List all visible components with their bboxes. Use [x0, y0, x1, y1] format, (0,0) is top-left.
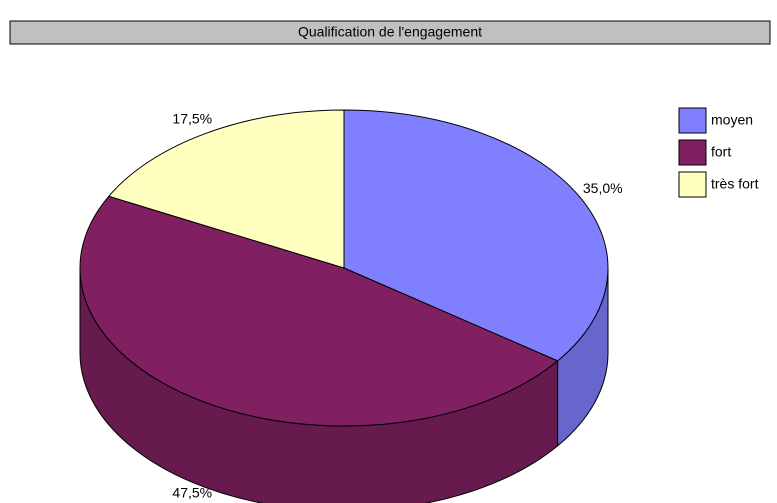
- pie-slice: [79, 195, 559, 427]
- legend-label: moyen: [711, 112, 753, 128]
- chart-title: Qualification de l'engagement: [298, 24, 482, 40]
- data-label: 47,5%: [172, 485, 212, 501]
- pie-slice: [107, 109, 345, 269]
- data-label: 17,5%: [172, 111, 212, 127]
- legend-swatch: [678, 107, 707, 134]
- title-bar: [9, 20, 771, 45]
- legend-label: très fort: [711, 176, 759, 192]
- legend-swatch: [678, 139, 707, 166]
- legend-swatch: [678, 171, 707, 198]
- data-label: 35,0%: [583, 180, 623, 196]
- legend-label: fort: [711, 144, 731, 160]
- pie-slice: [343, 109, 609, 362]
